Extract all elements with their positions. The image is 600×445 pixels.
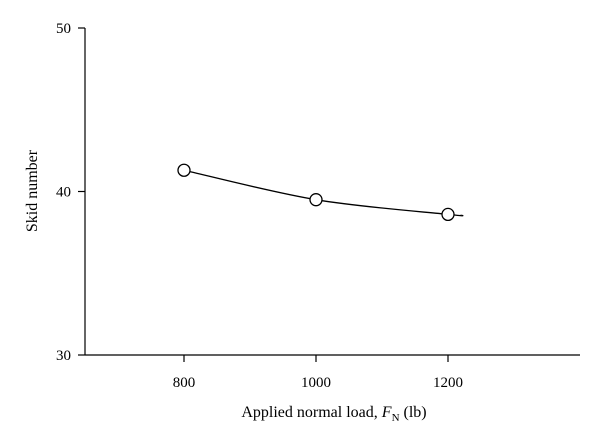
plot-area: 30 40 50 800 1000 1200: [56, 21, 580, 391]
x-axis-title-unit: (lb): [400, 404, 427, 421]
x-tick-label: 800: [173, 375, 196, 391]
x-ticks: 800 1000 1200: [173, 355, 463, 391]
series-line: [183, 169, 464, 217]
x-axis-title-variable: F: [381, 404, 392, 421]
x-axis-title-subscript: N: [392, 412, 400, 424]
x-tick-label: 1200: [433, 375, 463, 391]
y-tick-label: 40: [56, 185, 71, 201]
data-point: [309, 193, 323, 207]
x-axis-title-prefix: Applied normal load,: [241, 404, 381, 421]
y-ticks: 30 40 50: [56, 21, 85, 364]
y-tick-label: 30: [56, 348, 71, 364]
y-axis-title: Skid number: [24, 149, 41, 232]
data-point: [441, 207, 455, 222]
x-axis-title: Applied normal load, FN (lb): [241, 404, 426, 424]
data-markers: [177, 163, 455, 222]
x-tick-label: 1000: [301, 375, 331, 391]
data-point: [177, 163, 191, 177]
y-tick-label: 50: [56, 21, 71, 37]
